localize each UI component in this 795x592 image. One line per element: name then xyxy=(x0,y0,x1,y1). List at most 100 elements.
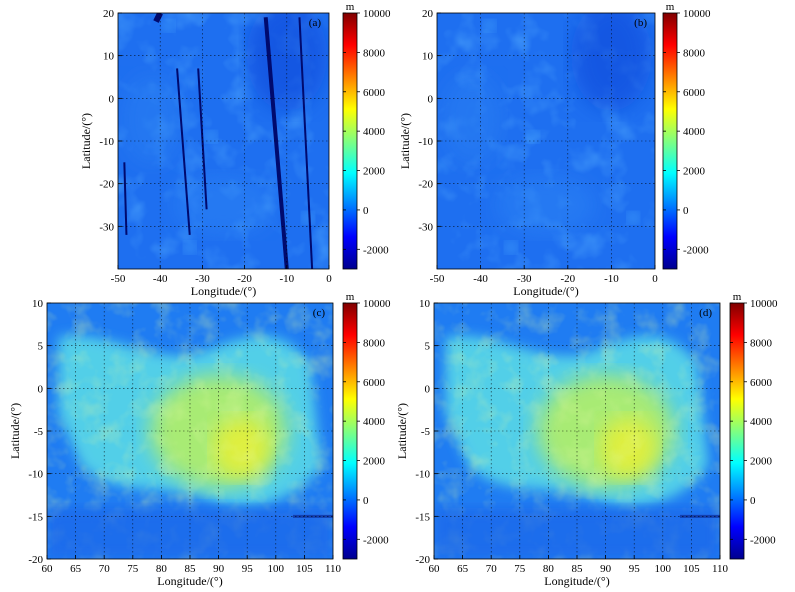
x-tick-label: 95 xyxy=(242,563,254,575)
x-tick-label: 100 xyxy=(268,563,285,575)
colorbar-tick-label: 6000 xyxy=(363,377,386,389)
colorbar-tick-label: 4000 xyxy=(683,126,706,138)
x-tick-label: 80 xyxy=(543,563,555,575)
y-tick-label: -30 xyxy=(418,221,433,233)
x-tick-label: 65 xyxy=(70,563,82,575)
colorbar-tick-label: 10000 xyxy=(750,298,778,310)
x-tick-label: -10 xyxy=(604,273,619,285)
colorbar: m 10000 8000 6000 4000 2000 0 -2000 xyxy=(342,291,391,560)
y-tick-label: -5 xyxy=(421,426,431,438)
y-tick-label: 5 xyxy=(425,341,431,353)
x-axis-label: Longitude/(°) xyxy=(513,284,578,298)
y-tick-label: 10 xyxy=(103,51,115,63)
y-tick-label: -30 xyxy=(99,221,114,233)
x-tick-label: -40 xyxy=(473,273,488,285)
y-tick-label: 20 xyxy=(422,8,434,20)
x-axis-label: Longitude/(°) xyxy=(191,284,256,298)
colorbar: m 10000 8000 6000 4000 2000 0 -2000 xyxy=(342,1,391,270)
x-tick-label: 95 xyxy=(629,563,641,575)
y-tick-label: 10 xyxy=(32,298,44,310)
panel-label: (a) xyxy=(309,17,322,29)
x-axis-label: Longitude/(°) xyxy=(544,574,609,588)
x-tick-label: 60 xyxy=(42,563,54,575)
colorbar-gradient xyxy=(342,302,358,560)
colorbar-unit: m xyxy=(666,1,675,13)
y-tick-label: -15 xyxy=(415,511,430,523)
x-axis-label: Longitude/(°) xyxy=(157,574,222,588)
x-tick-label: 75 xyxy=(514,563,526,575)
x-tick-label: 85 xyxy=(572,563,584,575)
panel-label: (c) xyxy=(313,307,326,319)
x-tick-label: 85 xyxy=(185,563,197,575)
colorbar-tick-label: 2000 xyxy=(683,166,706,178)
panel-label: (b) xyxy=(634,17,647,29)
y-tick-label: -10 xyxy=(418,136,433,148)
y-tick-label: 10 xyxy=(422,51,434,63)
colorbar-tick-label: -2000 xyxy=(363,244,389,256)
colorbar-tick-label: 4000 xyxy=(363,126,386,138)
colorbar-tick-label: 4000 xyxy=(363,416,386,428)
x-tick-label: -40 xyxy=(153,273,168,285)
y-tick-label: 0 xyxy=(425,383,431,395)
colorbar: m 10000 8000 6000 4000 2000 0 -2000 xyxy=(662,1,711,270)
x-tick-label: 90 xyxy=(213,563,225,575)
panel-2: -50 -40 -30 -20 -10 020100-10-20-30Longitude/… xyxy=(398,1,711,298)
panel-3: 60 65 70 75 80 85 90 95 100 105 1101050-5-10-15-20… xyxy=(8,291,391,588)
colorbar-tick-label: -2000 xyxy=(750,534,776,546)
colorbar-gradient xyxy=(662,12,678,270)
colorbar-tick-label: 0 xyxy=(363,205,369,217)
colorbar-tick-label: 6000 xyxy=(750,377,773,389)
y-tick-label: -20 xyxy=(415,554,430,566)
colorbar-gradient xyxy=(342,12,358,270)
colorbar-tick-label: 8000 xyxy=(750,337,773,349)
x-tick-label: 110 xyxy=(325,563,342,575)
colorbar-tick-label: 8000 xyxy=(363,47,386,59)
x-tick-label: 70 xyxy=(486,563,498,575)
x-tick-label: 0 xyxy=(326,273,332,285)
colorbar-tick-label: 10000 xyxy=(683,8,711,20)
colorbar-tick-label: 6000 xyxy=(683,87,706,99)
colorbar-unit: m xyxy=(733,291,742,303)
x-tick-label: 105 xyxy=(683,563,700,575)
x-tick-label: 0 xyxy=(652,273,658,285)
y-axis-label: Latitude/(°) xyxy=(395,403,409,459)
colorbar-tick-label: 0 xyxy=(683,205,689,217)
x-tick-label: 70 xyxy=(99,563,111,575)
y-tick-label: -10 xyxy=(415,469,430,481)
colorbar-tick-label: 6000 xyxy=(363,87,386,99)
colorbar-tick-label: -2000 xyxy=(683,244,709,256)
elevation-map xyxy=(47,303,333,559)
colorbar-unit: m xyxy=(346,1,355,13)
y-tick-label: -15 xyxy=(28,511,43,523)
x-tick-label: 100 xyxy=(655,563,672,575)
elevation-map xyxy=(437,13,655,269)
y-axis-label: Latitude/(°) xyxy=(79,113,93,169)
panel-4: 60 65 70 75 80 85 90 95 100 105 1101050-5-10-15-20… xyxy=(395,291,778,588)
colorbar-gradient xyxy=(729,302,745,560)
x-tick-label: 105 xyxy=(296,563,313,575)
x-tick-label: 110 xyxy=(712,563,729,575)
colorbar-tick-label: 2000 xyxy=(363,456,386,468)
y-tick-label: 10 xyxy=(419,298,431,310)
y-tick-label: 5 xyxy=(38,341,44,353)
x-tick-label: -20 xyxy=(237,273,252,285)
x-tick-label: -20 xyxy=(560,273,575,285)
x-tick-label: -50 xyxy=(430,273,445,285)
colorbar-tick-label: 8000 xyxy=(363,337,386,349)
x-tick-label: 60 xyxy=(429,563,441,575)
x-tick-label: -50 xyxy=(111,273,126,285)
colorbar-tick-label: 0 xyxy=(363,495,369,507)
colorbar-tick-label: 0 xyxy=(750,495,756,507)
y-tick-label: -10 xyxy=(99,136,114,148)
colorbar-tick-label: 2000 xyxy=(363,166,386,178)
colorbar-tick-label: 10000 xyxy=(363,8,391,20)
x-tick-label: -30 xyxy=(195,273,210,285)
y-tick-label: 20 xyxy=(103,8,115,20)
colorbar-tick-label: -2000 xyxy=(363,534,389,546)
y-tick-label: -20 xyxy=(99,179,114,191)
elevation-map xyxy=(434,303,720,559)
y-tick-label: -20 xyxy=(28,554,43,566)
elevation-map xyxy=(118,13,329,269)
x-tick-label: 65 xyxy=(457,563,469,575)
